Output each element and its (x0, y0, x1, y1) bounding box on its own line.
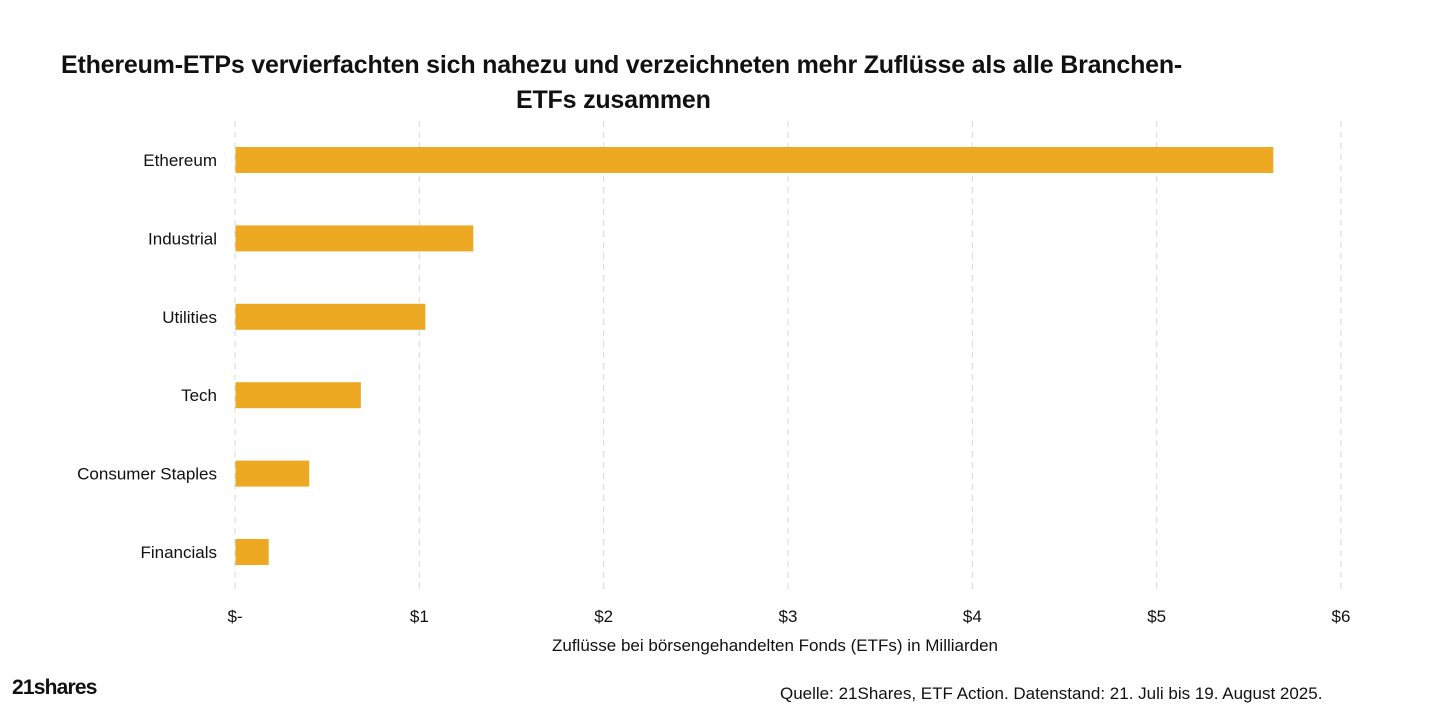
grid-lines (234, 121, 1342, 590)
bars (235, 147, 1274, 565)
x-tick-label: $- (227, 607, 242, 626)
x-tick-label: $1 (410, 607, 429, 626)
category-label: Industrial (148, 229, 217, 248)
chart-title-line-2: ETFs zusammen (516, 86, 711, 114)
bar-industrial (235, 225, 474, 252)
category-labels: Ethereum Industrial Utilities Tech Consumer … (77, 151, 217, 562)
category-label: Utilities (162, 308, 217, 327)
source-note: Quelle: 21Shares, ETF Action. Datenstand… (780, 684, 1323, 703)
category-label: Financials (140, 543, 217, 562)
bar-consumer-staples (235, 460, 310, 487)
brand-logo: 21shares (12, 676, 97, 699)
category-label: Tech (181, 386, 217, 405)
x-tick-label: $5 (1147, 607, 1166, 626)
bar-utilities (235, 303, 426, 330)
x-tick-label: $3 (779, 607, 798, 626)
chart-title-line-1: Ethereum-ETPs vervierfachten sich nahezu… (61, 51, 1183, 79)
bar-ethereum (235, 147, 1274, 173)
x-tick-label: $2 (594, 607, 613, 626)
category-label: Consumer Staples (77, 465, 217, 484)
category-label: Ethereum (143, 151, 217, 170)
x-tick-label: $6 (1332, 607, 1351, 626)
x-axis-title: Zuflüsse bei börsengehandelten Fonds (ET… (552, 636, 999, 655)
x-tick-labels: $- $1 $2 $3 $4 $5 $6 (227, 607, 1350, 626)
bar-tech (235, 382, 361, 409)
bar-financials (235, 539, 269, 565)
x-tick-label: $4 (963, 607, 982, 626)
